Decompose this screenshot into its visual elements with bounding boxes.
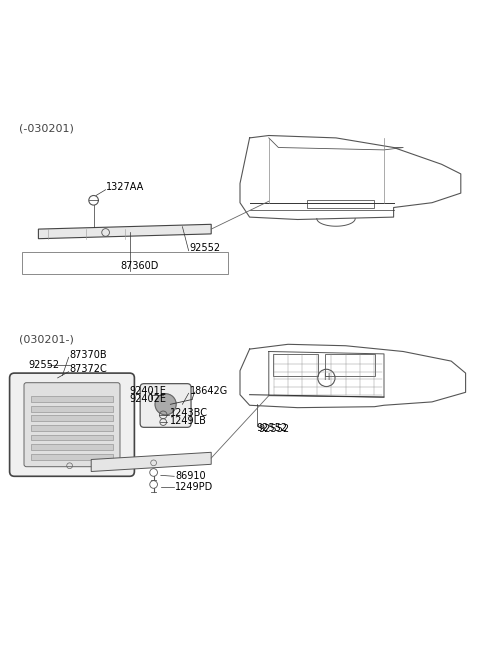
Text: 92552: 92552 [258, 424, 289, 434]
Text: 87360D: 87360D [120, 261, 158, 271]
Text: 87370B: 87370B [70, 350, 107, 360]
FancyBboxPatch shape [31, 454, 113, 460]
Text: 92401E: 92401E [130, 386, 167, 396]
Polygon shape [38, 224, 211, 238]
Circle shape [155, 394, 176, 415]
Text: 92552: 92552 [29, 360, 60, 370]
FancyBboxPatch shape [31, 415, 113, 421]
FancyBboxPatch shape [140, 384, 191, 427]
Text: 86910: 86910 [175, 472, 206, 481]
Polygon shape [91, 453, 211, 472]
FancyBboxPatch shape [31, 444, 113, 450]
FancyBboxPatch shape [31, 434, 113, 440]
Text: 1249LB: 1249LB [170, 416, 207, 426]
Text: 92402E: 92402E [130, 394, 167, 403]
Text: 92552: 92552 [257, 423, 288, 434]
FancyBboxPatch shape [31, 405, 113, 411]
FancyBboxPatch shape [24, 383, 120, 467]
Text: 1243BC: 1243BC [170, 409, 208, 419]
Text: 18642G: 18642G [190, 386, 228, 396]
Text: 1327AA: 1327AA [106, 182, 144, 193]
FancyBboxPatch shape [10, 373, 134, 476]
Text: 87372C: 87372C [70, 364, 108, 374]
FancyBboxPatch shape [31, 425, 113, 431]
Text: (030201-): (030201-) [19, 335, 74, 345]
Text: 1249PD: 1249PD [175, 482, 214, 492]
Text: 92552: 92552 [190, 243, 221, 253]
Text: (-030201): (-030201) [19, 123, 74, 134]
FancyBboxPatch shape [31, 396, 113, 402]
Text: H: H [323, 373, 330, 383]
